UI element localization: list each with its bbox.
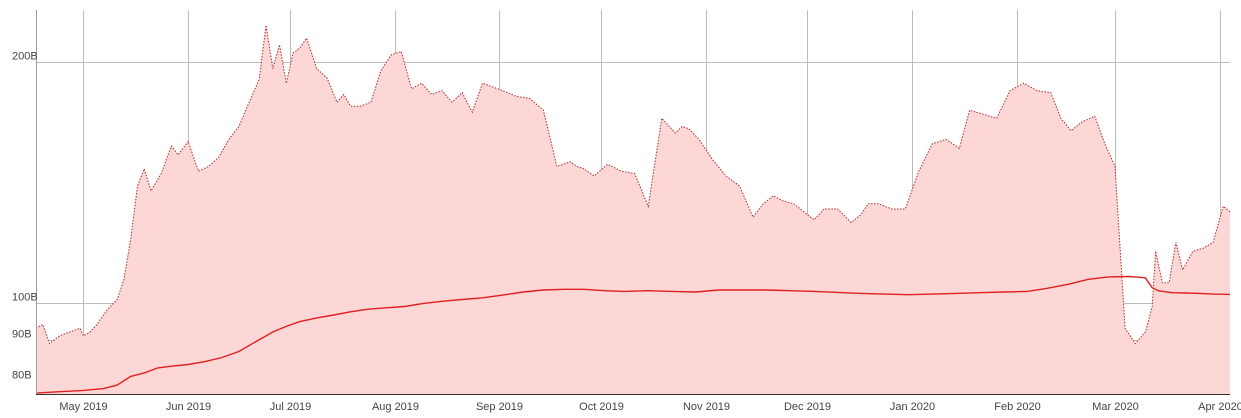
y-axis-labels: 80B 90B 100B 200B (12, 51, 38, 382)
x-tick-label: Feb 2020 (994, 401, 1040, 413)
plot-frame (36, 10, 1230, 395)
area-fill-layer (36, 25, 1230, 395)
x-tick-label: Sep 2019 (476, 401, 523, 413)
x-tick-label: Jul 2019 (270, 401, 312, 413)
x-tick-label: Nov 2019 (683, 401, 730, 413)
x-tick-label: Aug 2019 (372, 401, 419, 413)
x-tick-label: Jan 2020 (890, 401, 935, 413)
y-tick-label: 90B (12, 329, 32, 341)
x-tick-label: Mar 2020 (1092, 401, 1138, 413)
y-tick-label: 100B (12, 292, 38, 304)
x-tick-label: Oct 2019 (579, 401, 624, 413)
y-tick-label: 200B (12, 51, 38, 63)
x-tick-label: Apr 2020 (1198, 401, 1241, 413)
x-axis-labels: May 2019 Jun 2019 Jul 2019 Aug 2019 Sep 2019… (59, 401, 1241, 413)
x-tick-label: Jun 2019 (166, 401, 211, 413)
x-tick-label: May 2019 (59, 401, 107, 413)
area-fill (36, 25, 1230, 395)
x-tick-label: Dec 2019 (784, 401, 831, 413)
series-lower-solid-line (35, 275, 1231, 394)
series-upper-dotted-line (35, 25, 1231, 345)
y-tick-label: 80B (12, 370, 32, 382)
series-lines-layer (35, 25, 1231, 394)
